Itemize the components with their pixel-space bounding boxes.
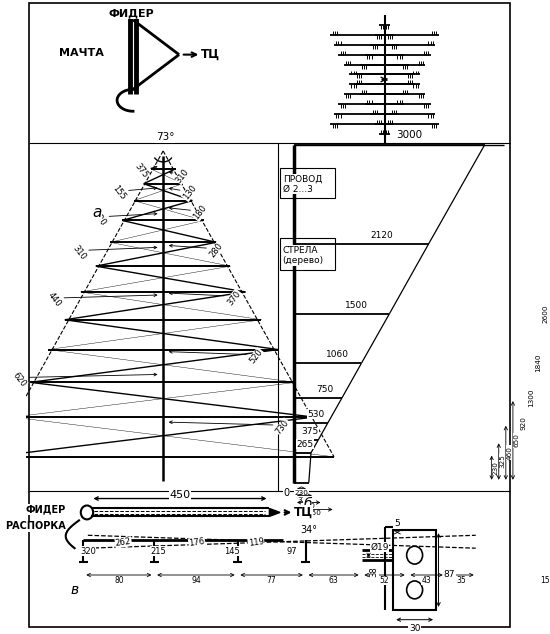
Text: 280: 280 <box>208 241 225 259</box>
Text: СТРЕЛА
(дерево): СТРЕЛА (дерево) <box>283 246 324 265</box>
Text: 520: 520 <box>248 347 265 365</box>
Text: ФИДЕР: ФИДЕР <box>25 505 65 514</box>
Text: 94: 94 <box>191 576 201 585</box>
Text: 30: 30 <box>409 624 420 633</box>
Text: ТЦ: ТЦ <box>294 506 312 519</box>
Text: 310: 310 <box>70 243 87 261</box>
Text: 650: 650 <box>308 510 322 517</box>
Text: 180: 180 <box>192 204 209 221</box>
Text: 230: 230 <box>493 461 498 475</box>
Text: 35: 35 <box>456 576 466 585</box>
Text: 3000: 3000 <box>397 130 423 140</box>
Text: 1500: 1500 <box>344 301 367 310</box>
Text: 440: 440 <box>46 291 63 309</box>
Text: 2120: 2120 <box>370 231 393 240</box>
Text: 1840: 1840 <box>535 354 541 372</box>
Text: РАСПОРКА: РАСПОРКА <box>5 521 65 531</box>
Text: 750: 750 <box>316 385 334 394</box>
Text: 215: 215 <box>151 547 167 555</box>
Text: 2600: 2600 <box>542 304 548 323</box>
Text: 130: 130 <box>182 184 198 202</box>
Text: 530: 530 <box>307 410 324 419</box>
Text: МАЧТА: МАЧТА <box>59 48 104 58</box>
Text: 155: 155 <box>111 184 127 202</box>
Text: 230: 230 <box>295 489 309 496</box>
Text: 38: 38 <box>370 567 378 578</box>
Text: 460: 460 <box>302 503 316 510</box>
Text: 73°: 73° <box>156 132 174 142</box>
Text: 77: 77 <box>267 576 277 585</box>
Text: 325: 325 <box>298 496 311 503</box>
Text: 5: 5 <box>394 519 400 528</box>
Text: 0: 0 <box>284 488 290 498</box>
Text: в: в <box>70 583 79 597</box>
Text: ТЦ: ТЦ <box>201 48 219 61</box>
Text: 262: 262 <box>115 536 132 548</box>
Text: 119: 119 <box>248 536 265 548</box>
Text: 176: 176 <box>188 536 205 548</box>
Text: 650: 650 <box>514 434 520 448</box>
Text: 1060: 1060 <box>326 350 349 359</box>
Text: 159: 159 <box>540 576 550 585</box>
Text: 97: 97 <box>286 547 297 555</box>
Text: 87: 87 <box>444 571 455 579</box>
Text: 920: 920 <box>521 416 527 430</box>
Text: 320: 320 <box>80 547 96 555</box>
Text: б: б <box>303 498 312 512</box>
Text: 220: 220 <box>91 209 108 228</box>
Text: 325: 325 <box>499 455 505 469</box>
Text: 52: 52 <box>379 576 389 585</box>
Text: 145: 145 <box>224 547 240 555</box>
Text: 620: 620 <box>11 370 28 389</box>
Text: 265: 265 <box>296 440 314 449</box>
Text: 310: 310 <box>174 167 191 184</box>
Text: 34°: 34° <box>301 526 318 535</box>
Text: 43: 43 <box>422 576 431 585</box>
Text: 460: 460 <box>507 446 513 460</box>
Text: 63: 63 <box>329 576 338 585</box>
Text: 80: 80 <box>114 576 124 585</box>
Text: 375: 375 <box>133 162 150 180</box>
Text: ФИДЕР: ФИДЕР <box>108 8 154 18</box>
Bar <box>393 530 436 610</box>
Text: ПРОВОД
Ø 2...3: ПРОВОД Ø 2...3 <box>283 174 322 193</box>
Text: 450: 450 <box>169 489 190 500</box>
Polygon shape <box>270 508 280 517</box>
Text: 375: 375 <box>301 427 318 436</box>
Text: Ø19: Ø19 <box>371 543 389 552</box>
Text: а: а <box>92 205 101 220</box>
Text: 730: 730 <box>274 418 291 436</box>
Text: 1300: 1300 <box>528 389 534 408</box>
Text: 370: 370 <box>226 289 243 307</box>
